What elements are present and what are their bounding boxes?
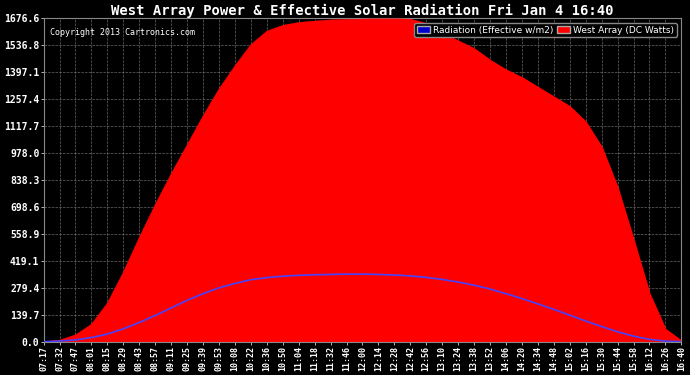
Legend: Radiation (Effective w/m2), West Array (DC Watts): Radiation (Effective w/m2), West Array (…	[414, 23, 677, 37]
Text: Copyright 2013 Cartronics.com: Copyright 2013 Cartronics.com	[50, 28, 195, 37]
Title: West Array Power & Effective Solar Radiation Fri Jan 4 16:40: West Array Power & Effective Solar Radia…	[111, 4, 613, 18]
